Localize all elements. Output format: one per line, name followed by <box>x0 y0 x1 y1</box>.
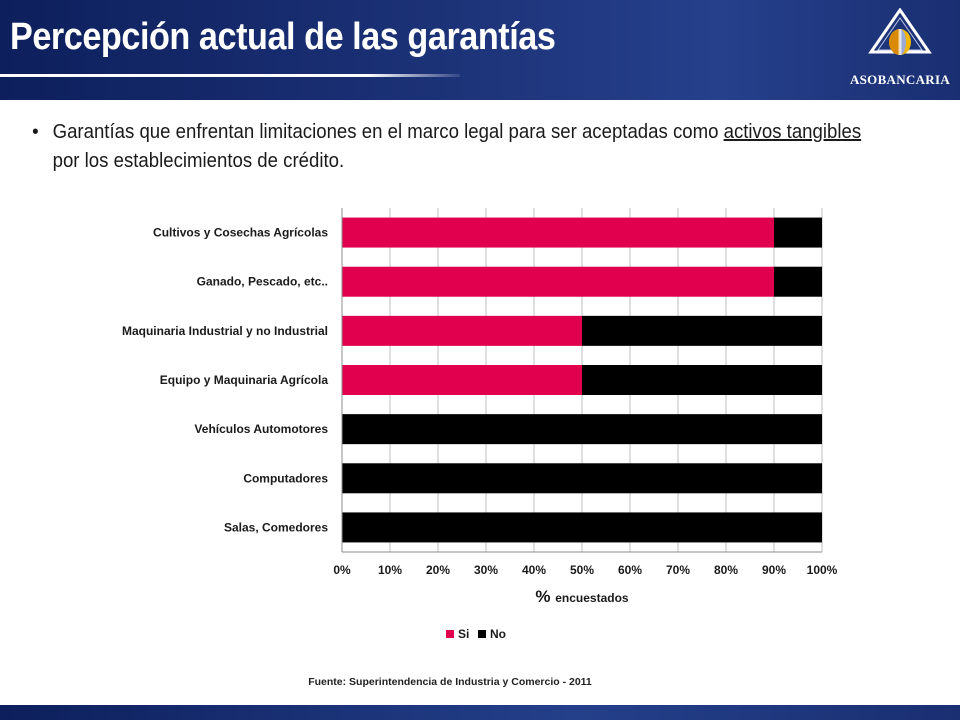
bullet-marker: • <box>32 121 39 143</box>
source-note: Fuente: Superintendencia de Industria y … <box>308 676 592 688</box>
x-axis-title: % encuestados <box>535 587 629 606</box>
bar-no <box>342 512 822 543</box>
bar-si <box>342 365 582 395</box>
logo-diamond-icon <box>868 8 932 55</box>
bar-no <box>774 266 822 297</box>
x-tick-label: 0% <box>333 563 351 577</box>
slide-title: Percepción actual de las garantías <box>10 16 556 58</box>
bar-no <box>342 463 822 494</box>
bar-si <box>342 266 774 297</box>
category-label: Cultivos y Cosechas Agrícolas <box>153 226 328 240</box>
bullet-point: • Garantías que enfrentan limitaciones e… <box>32 118 862 176</box>
x-tick-label: 40% <box>522 563 546 577</box>
category-label: Equipo y Maquinaria Agrícola <box>160 373 329 387</box>
x-tick-label: 80% <box>714 563 738 577</box>
bar-no <box>582 315 822 346</box>
category-label: Salas, Comedores <box>224 520 328 534</box>
x-tick-label: 20% <box>426 563 450 577</box>
bar-no <box>582 365 822 395</box>
bar-si <box>342 217 774 248</box>
category-label: Maquinaria Industrial y no Industrial <box>122 324 328 338</box>
x-tick-label: 30% <box>474 563 498 577</box>
legend-label-si: Si <box>458 627 469 641</box>
x-tick-label: 90% <box>762 563 786 577</box>
bar-si <box>342 315 582 346</box>
title-underline <box>0 74 460 77</box>
x-axis-title-sub: encuestados <box>555 591 629 605</box>
x-tick-label: 60% <box>618 563 642 577</box>
legend-swatch-no <box>478 630 486 638</box>
x-tick-label: 50% <box>570 563 594 577</box>
category-label: Ganado, Pescado, etc.. <box>197 275 328 289</box>
category-label: Computadores <box>243 471 328 485</box>
slide-header: Percepción actual de las garantías ASOBA… <box>0 0 960 100</box>
logo-text: ASOBANCARIA <box>849 72 951 87</box>
chart-container: Cultivos y Cosechas Agrícolas Ganado, Pes… <box>0 200 960 670</box>
bullet-text-after: por los establecimientos de crédito. <box>52 150 345 172</box>
stacked-bar-chart: Cultivos y Cosechas Agrícolas Ganado, Pes… <box>122 208 838 641</box>
bullet-text-before: Garantías que enfrentan limitaciones en … <box>52 121 724 143</box>
category-label: Vehículos Automotores <box>194 422 328 436</box>
bullet-text-underlined: activos tangibles <box>723 121 862 143</box>
bar-no <box>774 217 822 248</box>
x-tick-label: 70% <box>666 563 690 577</box>
x-tick-label: 10% <box>378 563 402 577</box>
x-tick-label: 100% <box>807 563 838 577</box>
bar-no <box>342 414 822 445</box>
bullet-text: Garantías que enfrentan limitaciones en … <box>34 118 862 176</box>
x-axis-title-main: % <box>535 587 555 606</box>
legend-swatch-si <box>446 630 454 638</box>
asobancaria-logo: ASOBANCARIA <box>845 8 955 94</box>
footer-bar <box>0 705 960 720</box>
legend-label-no: No <box>490 627 506 641</box>
